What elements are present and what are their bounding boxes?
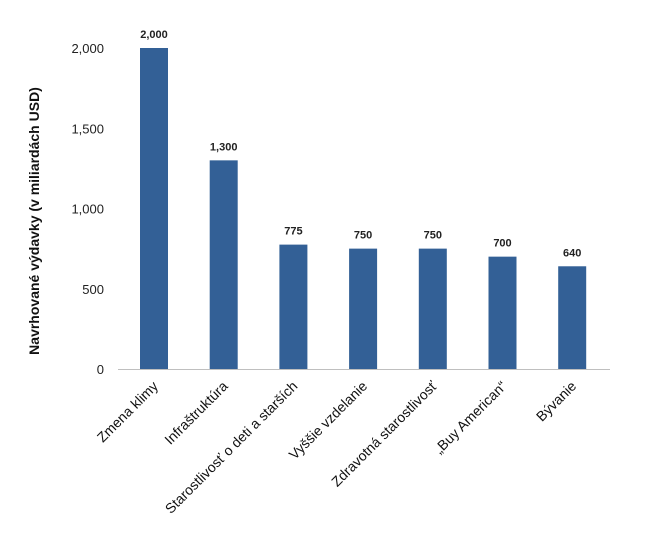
y-axis-ticks: 0 500 1,000 1,500 2,000 xyxy=(71,41,104,377)
data-label: 640 xyxy=(563,247,581,259)
y-tick-label: 0 xyxy=(97,362,104,377)
y-axis-label: Navrhované výdavky (v miliardách USD) xyxy=(26,87,42,355)
data-label: 775 xyxy=(284,226,302,238)
data-label: 750 xyxy=(424,230,442,242)
bar xyxy=(418,248,447,369)
x-tick-label: Infraštruktúra xyxy=(161,378,231,448)
data-labels: 2,000 1,300 775 750 750 700 640 xyxy=(140,29,581,259)
x-tick-label: Starostlivosť o deti a starších xyxy=(162,378,301,517)
data-label: 700 xyxy=(493,238,511,250)
x-tick-label: Zmena klimy xyxy=(94,378,161,445)
bar xyxy=(349,248,378,369)
data-label: 1,300 xyxy=(210,141,238,153)
x-tick-label: „Buy American“ xyxy=(431,378,510,457)
y-tick-label: 1,500 xyxy=(71,121,104,136)
x-tick-label: Bývanie xyxy=(533,378,580,425)
bar xyxy=(488,256,517,369)
data-label: 750 xyxy=(354,230,372,242)
bar xyxy=(279,244,308,369)
bars xyxy=(140,48,587,369)
data-label: 2,000 xyxy=(140,29,168,41)
bar xyxy=(558,266,587,369)
y-tick-label: 500 xyxy=(82,282,104,297)
y-tick-label: 2,000 xyxy=(71,41,104,56)
y-tick-label: 1,000 xyxy=(71,202,104,217)
bar xyxy=(140,48,168,369)
bar xyxy=(209,160,238,369)
